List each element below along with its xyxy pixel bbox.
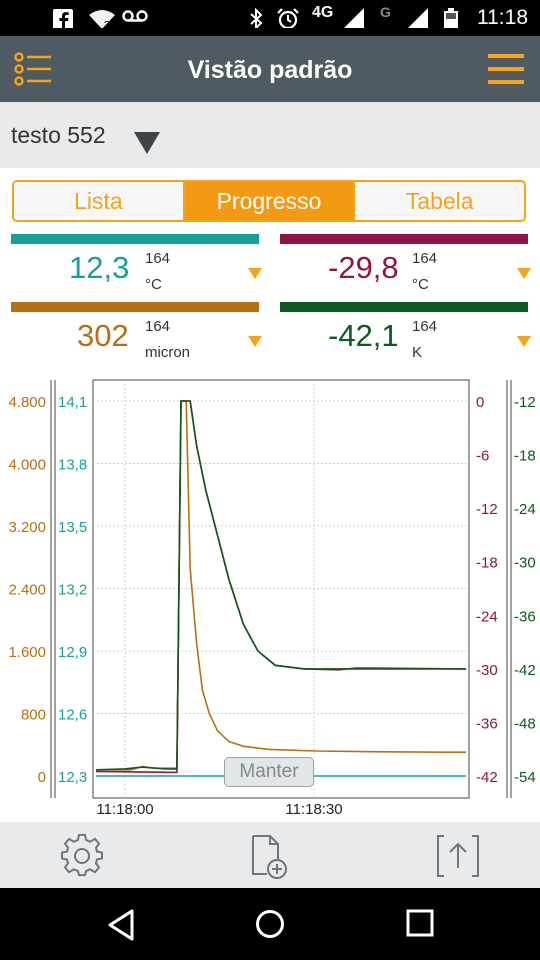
tick-label-kelvin: -12 <box>514 394 536 411</box>
bottom-toolbar <box>0 822 540 888</box>
tab-list[interactable]: Lista <box>14 182 185 220</box>
tick-label-temp2: 0 <box>476 394 484 411</box>
signal-icon <box>408 8 428 28</box>
tick-label-temp1: 12,6 <box>58 707 87 724</box>
reading-superheat[interactable]: -42,1 164 K <box>280 302 531 362</box>
reading-temperature-1[interactable]: 12,3 164 °C <box>11 234 262 294</box>
tick-label-temp1: 13,5 <box>58 519 87 536</box>
tick-label-micron: 2.400 <box>8 582 46 599</box>
tick-label-micron: 800 <box>21 707 46 724</box>
tab-table[interactable]: Tabela <box>355 182 524 220</box>
tick-label-temp1: 12,9 <box>58 644 87 661</box>
tick-label-temp2: -30 <box>476 662 498 679</box>
reading-unit: °C <box>412 276 429 293</box>
reading-count: 164 <box>412 250 438 267</box>
reading-color-bar <box>11 234 259 244</box>
alarm-icon <box>277 8 299 28</box>
settings-icon[interactable] <box>60 834 104 878</box>
tick-label-temp2: -42 <box>476 769 498 786</box>
tab-progress[interactable]: Progresso <box>184 182 356 220</box>
tick-label-micron: 3.200 <box>8 519 46 536</box>
reading-dropdown-icon[interactable] <box>248 336 262 347</box>
tick-label-kelvin: -48 <box>514 715 536 732</box>
wifi-icon: ? <box>89 10 115 28</box>
tick-label-micron: 4.800 <box>8 394 46 411</box>
back-icon[interactable] <box>106 908 136 942</box>
tick-label-kelvin: -18 <box>514 448 536 465</box>
reading-value: -29,8 <box>328 250 399 285</box>
reading-unit: micron <box>145 344 191 361</box>
tick-label-temp1: 13,8 <box>58 457 87 474</box>
voicemail-icon <box>122 10 148 22</box>
tick-label-temp2: -18 <box>476 555 498 572</box>
progress-chart[interactable]: 4.800 4.000 3.200 2.400 1.600 800 0 14,1 13,8 13,… <box>0 370 540 820</box>
dropdown-arrow-icon[interactable] <box>134 132 160 154</box>
status-bar: ? 4G G 11:18 <box>0 0 540 36</box>
reading-value: 302 <box>77 318 129 353</box>
tick-label-temp2: -12 <box>476 501 498 518</box>
new-document-icon[interactable] <box>250 834 290 880</box>
recents-icon[interactable] <box>405 908 435 938</box>
reading-count: 164 <box>412 318 438 335</box>
hold-button-label: Manter <box>239 761 299 782</box>
device-name: testo 552 <box>11 122 106 148</box>
reading-color-bar <box>280 302 528 312</box>
tick-label-micron: 4.000 <box>8 457 46 474</box>
hamburger-menu-icon[interactable] <box>488 52 524 86</box>
home-icon[interactable] <box>254 908 286 940</box>
reading-vacuum[interactable]: 302 164 micron <box>11 302 262 362</box>
tick-label-temp2: -36 <box>476 715 498 732</box>
tick-label-kelvin: -54 <box>514 769 536 786</box>
reading-count: 164 <box>145 250 171 267</box>
reading-unit: °C <box>145 276 162 293</box>
tick-label-temp2: -24 <box>476 608 498 625</box>
clock: 11:18 <box>477 6 528 29</box>
tick-label-kelvin: -36 <box>514 608 536 625</box>
facebook-icon <box>53 9 73 28</box>
hold-button[interactable]: Manter <box>224 757 314 787</box>
page-title: Vistão padrão <box>187 56 353 84</box>
navigation-bar <box>0 888 540 960</box>
tick-label-temp1: 14,1 <box>58 394 87 411</box>
reading-count: 164 <box>145 318 171 335</box>
series-kelvin <box>95 400 466 771</box>
reading-value: 12,3 <box>69 250 130 285</box>
network-type: 4G <box>312 4 334 21</box>
tick-label-temp1: 13,2 <box>58 582 87 599</box>
tick-label-micron: 1.600 <box>8 644 46 661</box>
tick-label-temp1: 12,3 <box>58 769 87 786</box>
reading-dropdown-icon[interactable] <box>517 268 531 279</box>
list-menu-icon[interactable] <box>14 52 52 86</box>
reading-dropdown-icon[interactable] <box>517 336 531 347</box>
tick-label-time: 11:18:30 <box>285 801 342 818</box>
tick-label-time: 11:18:00 <box>96 801 153 818</box>
app-bar: Vistão padrão <box>0 36 540 102</box>
reading-color-bar <box>11 302 259 312</box>
tick-label-kelvin: -30 <box>514 555 536 572</box>
reading-color-bar <box>280 234 528 244</box>
reading-value: -42,1 <box>328 318 399 353</box>
tick-label-kelvin: -24 <box>514 501 536 518</box>
view-tabs: Lista Progresso Tabela <box>12 180 526 222</box>
network-type-secondary: G <box>380 4 391 20</box>
tick-label-temp2: -6 <box>476 448 489 465</box>
bluetooth-icon <box>250 8 263 28</box>
signal-icon <box>344 8 364 28</box>
reading-dropdown-icon[interactable] <box>248 268 262 279</box>
reading-unit: K <box>412 344 423 361</box>
reading-temperature-2[interactable]: -29,8 164 °C <box>280 234 531 294</box>
tick-label-micron: 0 <box>38 769 46 786</box>
tick-label-kelvin: -42 <box>514 662 536 679</box>
battery-icon <box>444 8 458 28</box>
device-selector[interactable]: testo 552 <box>0 102 540 168</box>
export-icon[interactable] <box>436 834 480 878</box>
svg-text:?: ? <box>104 20 110 28</box>
